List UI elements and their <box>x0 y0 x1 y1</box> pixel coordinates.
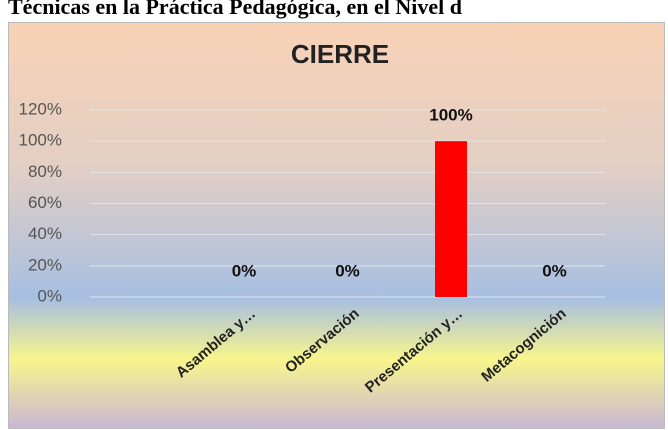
y-tick-label: 120% <box>19 99 62 118</box>
y-tick-label: 20% <box>28 255 62 274</box>
value-label: 0% <box>232 261 257 280</box>
value-label: 0% <box>542 261 567 280</box>
header-title: Técnicas en la Práctica Pedagógica, en e… <box>8 0 462 19</box>
y-tick-label: 80% <box>28 162 62 181</box>
value-label: 100% <box>429 106 472 125</box>
y-tick-label: 0% <box>37 286 62 305</box>
chart-title: CIERRE <box>291 39 389 69</box>
bar <box>435 141 467 297</box>
y-tick-label: 100% <box>19 131 62 150</box>
chart-area <box>8 22 665 429</box>
value-label: 0% <box>335 261 360 280</box>
y-tick-label: 60% <box>28 193 62 212</box>
y-tick-label: 40% <box>28 224 62 243</box>
